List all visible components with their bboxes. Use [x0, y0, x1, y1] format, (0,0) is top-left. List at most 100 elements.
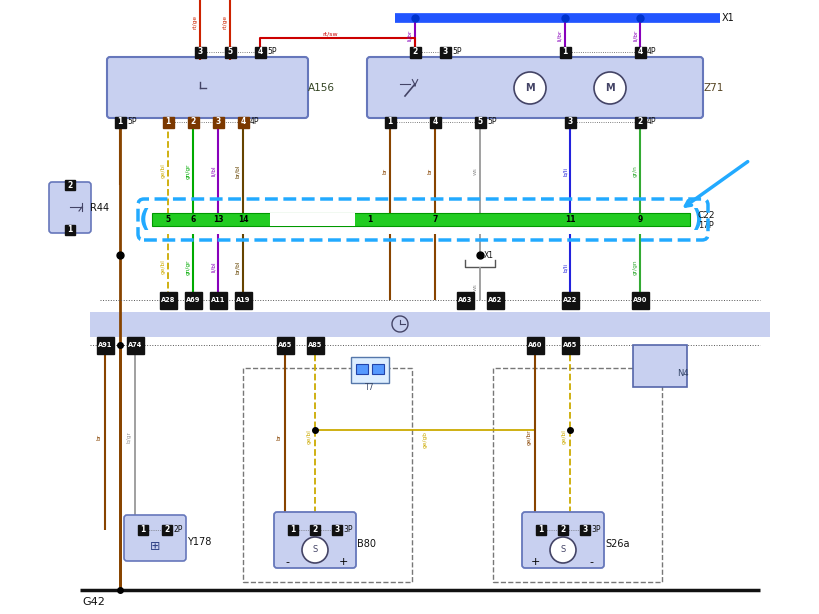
FancyBboxPatch shape	[224, 47, 236, 58]
FancyBboxPatch shape	[564, 117, 576, 128]
Text: 4P: 4P	[647, 47, 657, 56]
Text: 5P: 5P	[267, 47, 277, 56]
Text: br/bl: br/bl	[236, 260, 241, 274]
Text: A63: A63	[458, 297, 473, 303]
FancyBboxPatch shape	[115, 117, 125, 128]
FancyBboxPatch shape	[562, 292, 578, 308]
Text: A156: A156	[308, 83, 335, 93]
FancyBboxPatch shape	[486, 292, 504, 308]
FancyBboxPatch shape	[288, 525, 298, 535]
Text: 2: 2	[560, 526, 566, 535]
FancyBboxPatch shape	[440, 47, 450, 58]
Text: 3: 3	[197, 47, 202, 56]
Text: R44: R44	[90, 203, 109, 213]
Text: 1: 1	[291, 526, 296, 535]
Text: 2: 2	[413, 47, 418, 56]
FancyBboxPatch shape	[384, 117, 396, 128]
Circle shape	[594, 72, 626, 104]
FancyBboxPatch shape	[356, 364, 368, 374]
FancyBboxPatch shape	[126, 336, 143, 354]
Text: G42: G42	[82, 597, 105, 607]
Text: A69: A69	[186, 297, 200, 303]
FancyBboxPatch shape	[558, 525, 568, 535]
Text: 5P: 5P	[452, 47, 461, 56]
Text: ws: ws	[473, 283, 477, 291]
Text: 5: 5	[228, 47, 233, 56]
Text: 17P: 17P	[698, 222, 713, 230]
FancyBboxPatch shape	[210, 292, 227, 308]
FancyBboxPatch shape	[65, 180, 75, 190]
Text: 1: 1	[538, 526, 544, 535]
Text: 5P: 5P	[127, 117, 137, 126]
Text: A85: A85	[308, 342, 322, 348]
Text: 4P: 4P	[250, 117, 260, 126]
FancyBboxPatch shape	[635, 47, 645, 58]
Text: 14: 14	[238, 216, 248, 225]
Text: M: M	[525, 83, 535, 93]
Text: A60: A60	[527, 342, 542, 348]
FancyBboxPatch shape	[234, 292, 251, 308]
Text: (: (	[138, 208, 150, 232]
Text: C22: C22	[698, 211, 716, 219]
FancyBboxPatch shape	[310, 525, 320, 535]
Circle shape	[514, 72, 546, 104]
Text: X1: X1	[722, 13, 735, 23]
Text: 3: 3	[215, 117, 220, 126]
Text: 4: 4	[637, 47, 643, 56]
FancyBboxPatch shape	[536, 525, 546, 535]
FancyBboxPatch shape	[474, 117, 486, 128]
Text: 2: 2	[190, 117, 196, 126]
Text: 4: 4	[257, 47, 263, 56]
Text: br: br	[277, 434, 282, 440]
Text: S26a: S26a	[605, 539, 630, 549]
Text: B80: B80	[357, 539, 376, 549]
Text: A91: A91	[97, 342, 112, 348]
FancyBboxPatch shape	[138, 525, 148, 535]
FancyBboxPatch shape	[107, 57, 308, 118]
FancyBboxPatch shape	[65, 225, 75, 235]
Text: li/br: li/br	[408, 29, 413, 41]
FancyBboxPatch shape	[410, 47, 420, 58]
Text: 1: 1	[165, 117, 170, 126]
FancyBboxPatch shape	[194, 47, 206, 58]
Text: A28: A28	[161, 297, 175, 303]
FancyBboxPatch shape	[160, 292, 177, 308]
Text: 3: 3	[442, 47, 448, 56]
Text: ge/gb: ge/gb	[423, 432, 428, 448]
Text: ge/bl: ge/bl	[161, 163, 165, 179]
Text: li/bl: li/bl	[210, 262, 215, 273]
Text: b/li: b/li	[563, 166, 568, 176]
Text: A65: A65	[563, 342, 577, 348]
Text: A74: A74	[128, 342, 143, 348]
Text: 11: 11	[565, 216, 575, 225]
Text: 1: 1	[387, 117, 392, 126]
Text: ge/bl: ge/bl	[161, 260, 165, 274]
Text: M: M	[605, 83, 615, 93]
Text: 3P: 3P	[591, 526, 600, 535]
FancyBboxPatch shape	[162, 525, 172, 535]
Text: ge/bl: ge/bl	[562, 430, 567, 445]
FancyBboxPatch shape	[306, 336, 324, 354]
FancyBboxPatch shape	[124, 515, 186, 561]
FancyBboxPatch shape	[351, 357, 389, 383]
Text: T7: T7	[365, 384, 375, 392]
FancyBboxPatch shape	[580, 525, 590, 535]
Text: +: +	[531, 557, 540, 567]
FancyBboxPatch shape	[527, 336, 544, 354]
Text: gr/gn: gr/gn	[632, 259, 637, 274]
Text: 4: 4	[432, 117, 437, 126]
FancyBboxPatch shape	[274, 512, 356, 568]
Text: 2: 2	[165, 526, 170, 535]
FancyBboxPatch shape	[332, 525, 342, 535]
Circle shape	[550, 537, 576, 563]
Circle shape	[302, 537, 328, 563]
Text: ): )	[692, 208, 704, 232]
FancyBboxPatch shape	[372, 364, 384, 374]
FancyBboxPatch shape	[188, 117, 198, 128]
Text: 1: 1	[563, 47, 568, 56]
FancyBboxPatch shape	[90, 312, 770, 337]
Text: Y178: Y178	[187, 537, 211, 547]
FancyBboxPatch shape	[49, 182, 91, 233]
Text: 9: 9	[637, 216, 643, 225]
Text: 2: 2	[312, 526, 318, 535]
